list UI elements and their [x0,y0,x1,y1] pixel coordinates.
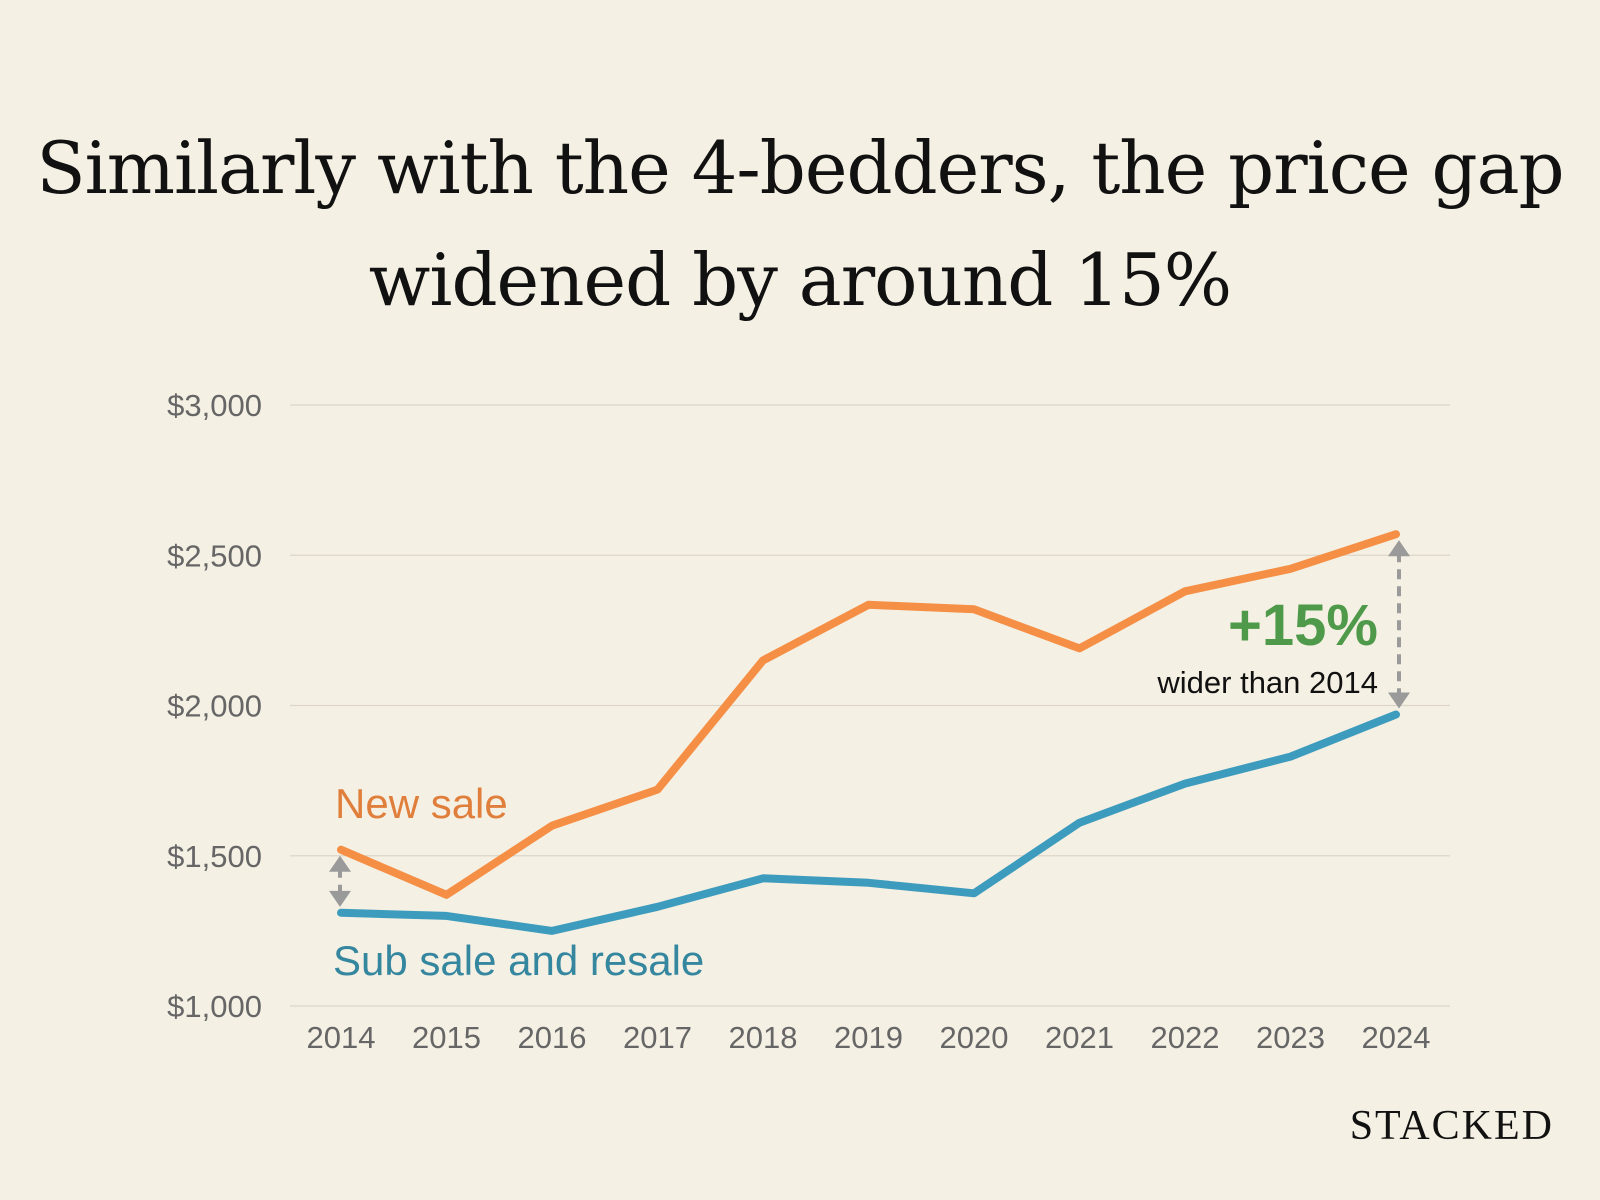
gap-arrow-2014-head-up [329,855,351,872]
x-tick-label: 2019 [834,1020,903,1055]
x-tick-label: 2014 [307,1020,376,1055]
y-tick-label: $1,500 [167,839,262,874]
y-tick-label: $2,500 [167,538,262,573]
x-tick-label: 2021 [1045,1020,1114,1055]
chart-title: Similarly with the 4-bedders, the price … [36,126,1564,322]
x-tick-label: 2016 [518,1020,587,1055]
y-tick-label: $2,000 [167,689,262,724]
y-tick-label: $3,000 [167,388,262,423]
x-tick-label: 2015 [412,1020,481,1055]
x-tick-label: 2020 [940,1020,1009,1055]
x-tick-label: 2018 [729,1020,798,1055]
gap-arrow-2024-head-up [1388,540,1410,557]
x-tick-label: 2022 [1151,1020,1220,1055]
y-tick-label: $1,000 [167,989,262,1024]
gap-arrow-2014-head-down [329,890,351,907]
series-line-new-sale [337,530,1400,899]
series-label-sub-sale-resale: Sub sale and resale [333,937,704,984]
series-line-sub-sale-resale [337,710,1400,935]
gap-arrow-2024-head-down [1388,692,1410,709]
gap-percentage-label: +15% [1228,593,1378,658]
x-tick-label: 2024 [1362,1020,1431,1055]
brand-logo: STACKED [1349,1103,1554,1149]
series-label-new-sale: New sale [335,780,508,827]
x-tick-label: 2017 [623,1020,692,1055]
x-tick-label: 2023 [1256,1020,1325,1055]
gap-description-label: wider than 2014 [1156,665,1378,700]
